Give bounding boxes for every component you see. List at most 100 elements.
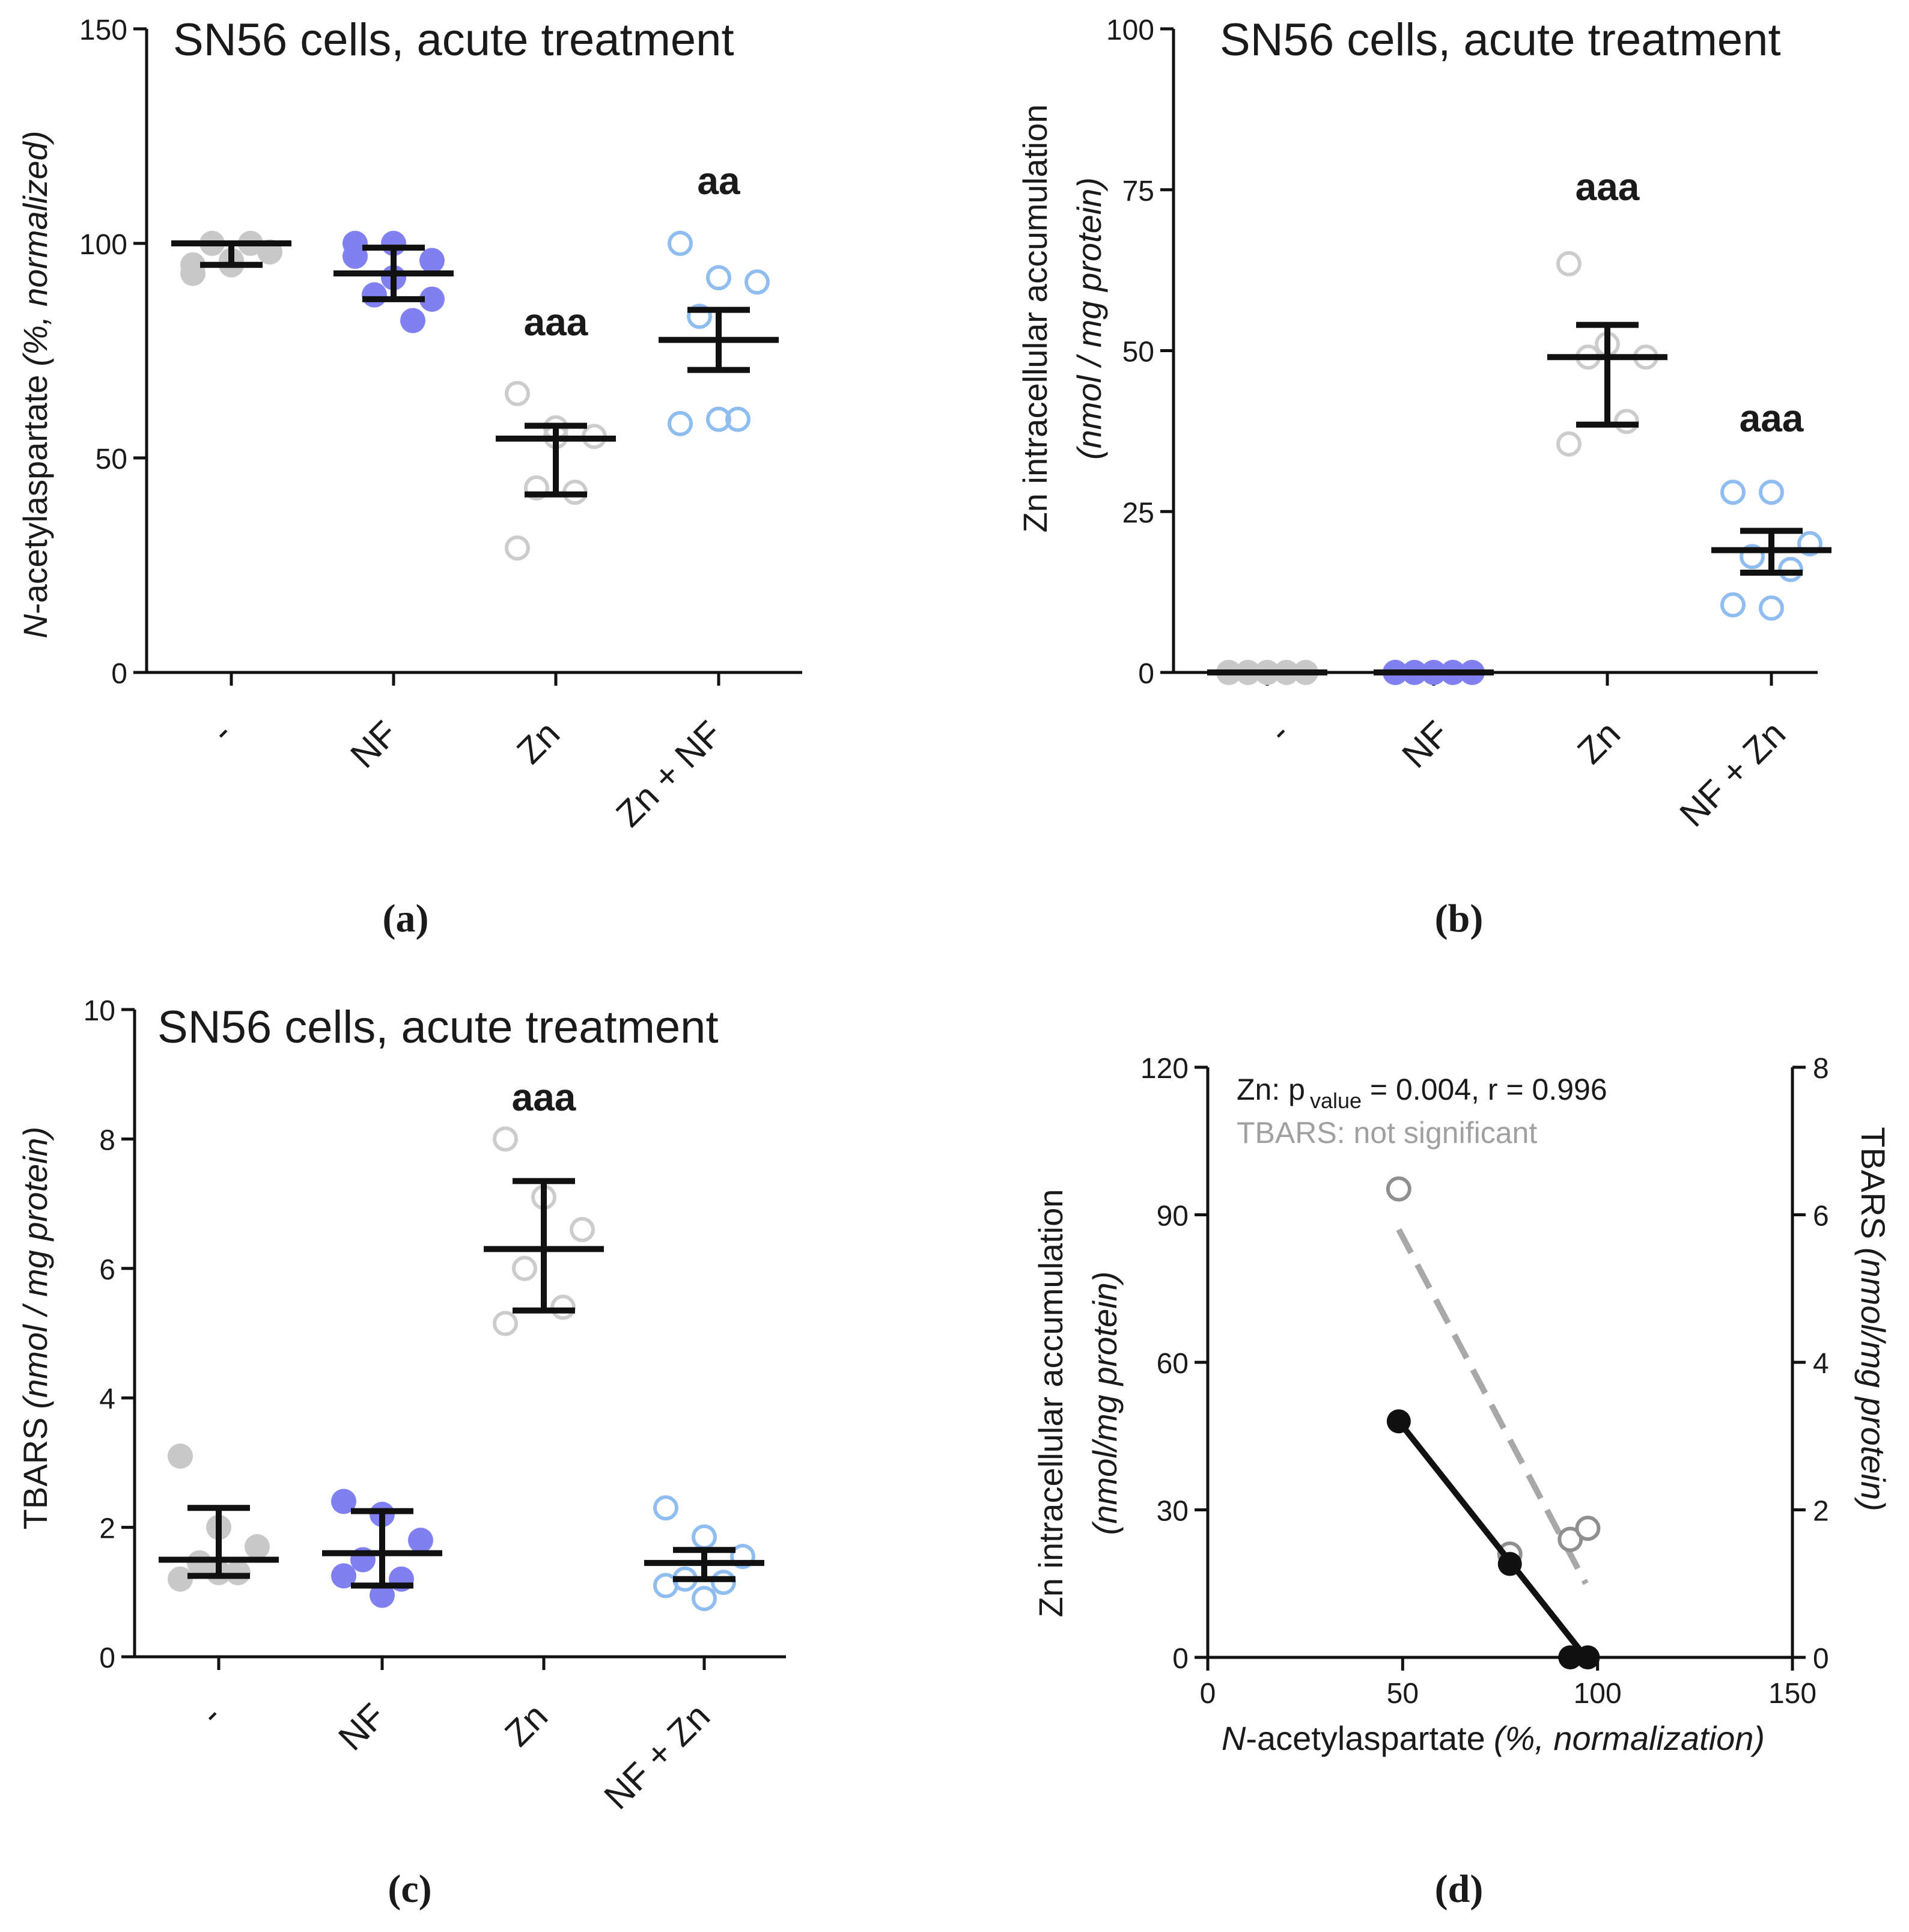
panel-d-label: (d) [1435,1867,1484,1911]
data-point [653,1573,678,1598]
y-tick-label: 8 [99,1124,115,1156]
y-tick-label: 0 [99,1642,115,1674]
data-point [419,286,445,312]
zn-point [1497,1552,1522,1576]
panel-d-y-axis-sublabel: (nmol/mg protein) [1086,1272,1124,1535]
y2-tick-label: 2 [1813,1496,1829,1528]
y-tick-label: 25 [1122,497,1154,529]
panel-a-y-axis-label: N-acetylaspartate(%, normalized) [16,131,54,639]
panel-d-legend-tbars: TBARS: not significant [1237,1116,1537,1150]
y-tick-label: 120 [1140,1053,1189,1085]
data-point [370,1582,395,1608]
panel-d-y-axis-label: Zn intracellular accumulation [1032,1189,1070,1618]
x-tick-label: 150 [1768,1678,1816,1710]
y-tick-label: 50 [1122,337,1154,368]
panel-b-label: (b) [1435,897,1484,940]
zn-point [1386,1409,1411,1434]
y-tick-label: 150 [79,14,127,46]
data-point [653,1495,678,1521]
data-point [187,1550,212,1576]
y-tick-label: 2 [99,1513,115,1545]
data-point [400,308,425,334]
panel-b-title: SN56 cells, acute treatment [1220,14,1781,66]
category-label: - [1261,713,1298,751]
data-point [419,248,445,273]
y2-tick-label: 8 [1813,1053,1829,1085]
data-point [1720,592,1746,618]
significance-label: aaa [1576,165,1640,209]
data-point [505,380,530,406]
y-tick-label: 50 [96,443,127,475]
group-1 [322,1489,442,1608]
category-label: Zn [509,713,567,772]
y-tick-label: 0 [1138,658,1154,690]
data-point [1720,480,1746,505]
data-point [408,1528,433,1553]
data-point [725,406,751,432]
data-point [1778,556,1803,582]
data-point [331,1489,356,1514]
x-tick-label: 100 [1574,1678,1622,1710]
tbars-point [1575,1516,1601,1541]
panel-c-label: (c) [388,1867,431,1911]
panel-a: SN56 cells, acute treatment N-acetylaspa… [16,14,734,940]
data-point [1759,480,1784,505]
x-tick-label: 50 [1387,1678,1419,1710]
data-point [692,1524,717,1550]
panel-a-label: (a) [383,897,429,940]
data-point [180,260,206,286]
data-point [668,231,693,256]
category-label: Zn [1570,713,1628,772]
y-tick-label: 75 [1122,175,1154,207]
group-0 [171,231,291,286]
data-point [493,1126,518,1152]
y-tick-label: 6 [99,1254,115,1286]
data-point [505,535,530,561]
significance-label: aaa [524,300,588,344]
significance-label: aaa [1740,397,1804,440]
data-point [225,1559,251,1585]
panel-a-title: SN56 cells, acute treatment [173,14,734,66]
group-3 [644,1495,764,1612]
zn-point [1558,1645,1583,1669]
y-tick-label: 30 [1157,1496,1189,1528]
data-point [706,406,731,432]
y-tick-label: 90 [1157,1201,1189,1233]
data-point [1556,251,1582,276]
data-point [245,1534,270,1559]
y-tick-label: 60 [1157,1348,1189,1380]
panel-c: SN56 cells, acute treatment TBARS(nmol /… [16,1002,719,1911]
panel-b-y-axis-sublabel: (nmol / mg protein) [1070,177,1108,460]
group-0 [1207,660,1327,685]
y2-tick-label: 4 [1813,1348,1829,1380]
group-2: aaa [496,300,616,561]
data-point [343,243,368,269]
category-label: NF + Zn [1672,713,1793,835]
tbars-point [1557,1526,1583,1552]
panel-d-x-axis-label: N-acetylaspartate (%, normalization) [1222,1719,1765,1757]
data-point [331,1563,356,1589]
y2-tick-label: 6 [1813,1201,1829,1233]
data-point [692,1586,717,1612]
zn-regression-line [1396,1419,1589,1660]
tbars-regression-line [1396,1228,1589,1585]
data-point [550,1294,576,1320]
y-tick-label: 0 [1172,1643,1189,1675]
series-zn [1386,1409,1600,1669]
y-tick-label: 100 [79,229,127,261]
data-point [524,475,549,501]
group-1 [1374,660,1494,685]
panel-c-chart: 0 2 4 6 8 10 - NF Zn aaa NF + Zn [84,995,786,1817]
y-tick-label: 4 [99,1383,115,1415]
data-point [1740,544,1765,570]
panel-a-chart: 0 50 100 150 - NF Zn aaa Zn + NF aa [79,14,802,835]
y-tick-label: 10 [84,995,115,1027]
data-point [1797,531,1822,556]
panel-b: SN56 cells, acute treatment Zn intracell… [1016,14,1781,940]
significance-label: aaa [512,1076,576,1119]
panel-d-y2-axis-label: TBARS(nmol/mg protein) [1854,1127,1892,1511]
data-point [1614,409,1639,434]
data-point [711,1570,736,1595]
series-tbars [1386,1176,1601,1585]
